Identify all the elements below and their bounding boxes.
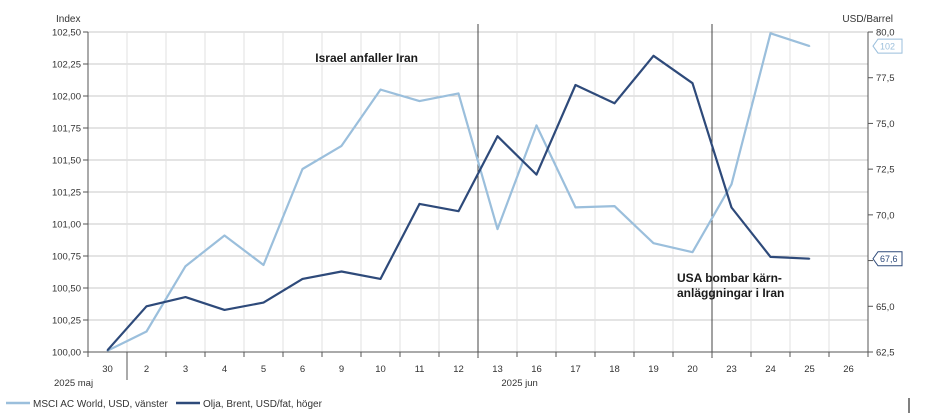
left-tick-label: 101,75 [52,124,81,135]
x-tick-label: 4 [222,364,227,375]
x-tick-label: 25 [804,364,815,375]
end-tag-label: 102 [880,42,895,52]
tick-labels: 100,00 100,25 100,50 100,75 101,00 101,25 101,… [52,28,895,390]
x-tick-label: 19 [648,364,659,375]
x-tick-label: 26 [843,364,854,375]
legend: MSCI AC World, USD, vänster Olja, Brent,… [6,399,323,410]
legend-label-brent: Olja, Brent, USD/fat, höger [203,399,323,410]
data-point [769,256,772,258]
x-tick-label: 10 [375,364,386,375]
data-point [379,88,382,91]
data-point [496,228,499,230]
x-tick-label: 5 [261,364,266,375]
series-lines [106,32,811,352]
data-point [574,84,577,86]
data-point [457,92,460,95]
legend-label-msci: MSCI AC World, USD, vänster [33,399,169,410]
data-point [223,309,226,311]
data-point [223,234,226,237]
annotation-usa-line1: USA bombar kärn- [677,271,782,285]
end-tag-box [872,251,903,267]
data-point [301,168,304,170]
x-tick-label: 16 [531,364,542,375]
x-tick-label: 23 [726,364,737,375]
x-tick-label: 13 [492,364,503,375]
data-point [652,54,655,57]
left-tick-label: 100,25 [52,316,81,327]
event-lines [477,24,713,358]
data-point [691,82,694,84]
left-tick-label: 101,25 [52,188,81,199]
data-point [769,32,772,35]
right-tick-label: 80,0 [876,28,895,39]
left-tick-label: 102,00 [52,92,81,103]
end-tag-box [872,38,903,54]
x-tick-label: 11 [415,364,425,375]
left-tick-label: 102,50 [52,28,81,39]
data-point [613,102,616,105]
data-point [730,183,733,186]
left-tick-label: 100,75 [52,252,81,263]
data-point [418,100,421,102]
month-label: 2025 jun [501,378,537,389]
right-tick-label: 72,5 [876,165,895,176]
x-tick-label: 24 [765,364,776,375]
x-tick-label: 2 [144,364,149,375]
data-point [145,330,148,333]
x-tick-label: 30 [102,364,113,375]
series-line-1 [106,54,810,351]
x-tick-label: 12 [453,364,464,375]
data-point [691,251,694,253]
left-tick-label: 101,50 [52,156,81,167]
x-tick-label: 6 [300,364,305,375]
end-tag-label: 67,6 [880,254,898,264]
axes [83,31,873,380]
data-point [262,264,265,266]
left-tick-label: 100,00 [52,348,81,359]
data-point [145,305,148,308]
right-tick-label: 75,0 [876,119,895,130]
data-point [808,257,811,260]
data-point [106,349,109,351]
x-tick-label: 20 [687,364,698,375]
data-point [184,296,187,298]
data-point [808,45,811,47]
data-point [418,203,421,205]
data-point [652,242,655,244]
left-tick-label: 100,50 [52,284,81,295]
x-tick-label: 17 [570,364,581,375]
x-tick-label: 3 [183,364,188,375]
data-point [535,173,538,176]
data-point [301,278,304,280]
right-axis-title: USD/Barrel [842,14,893,25]
annotation-usa-line2: anläggningar i Iran [677,286,784,300]
data-point [379,278,382,280]
data-point [340,270,343,273]
data-point [457,210,460,212]
data-point [496,135,499,138]
data-point [574,206,577,209]
right-tick-label: 62,5 [876,348,895,359]
data-point [184,265,187,268]
data-point [730,206,733,209]
right-tick-label: 65,0 [876,302,895,313]
left-tick-label: 101,00 [52,220,81,231]
month-label: 2025 maj [54,378,93,389]
left-axis-title: Index [56,14,80,25]
left-tick-label: 102,25 [52,60,81,71]
data-point [262,301,265,304]
right-tick-label: 77,5 [876,73,895,84]
annotation-israel: Israel anfaller Iran [315,51,418,65]
end-value-tags: 102 67,6 [872,38,903,267]
data-point [340,145,343,147]
right-tick-label: 70,0 [876,210,895,221]
data-point [613,205,616,207]
data-point [535,124,538,127]
x-tick-label: 9 [339,364,344,375]
x-tick-label: 18 [609,364,620,375]
